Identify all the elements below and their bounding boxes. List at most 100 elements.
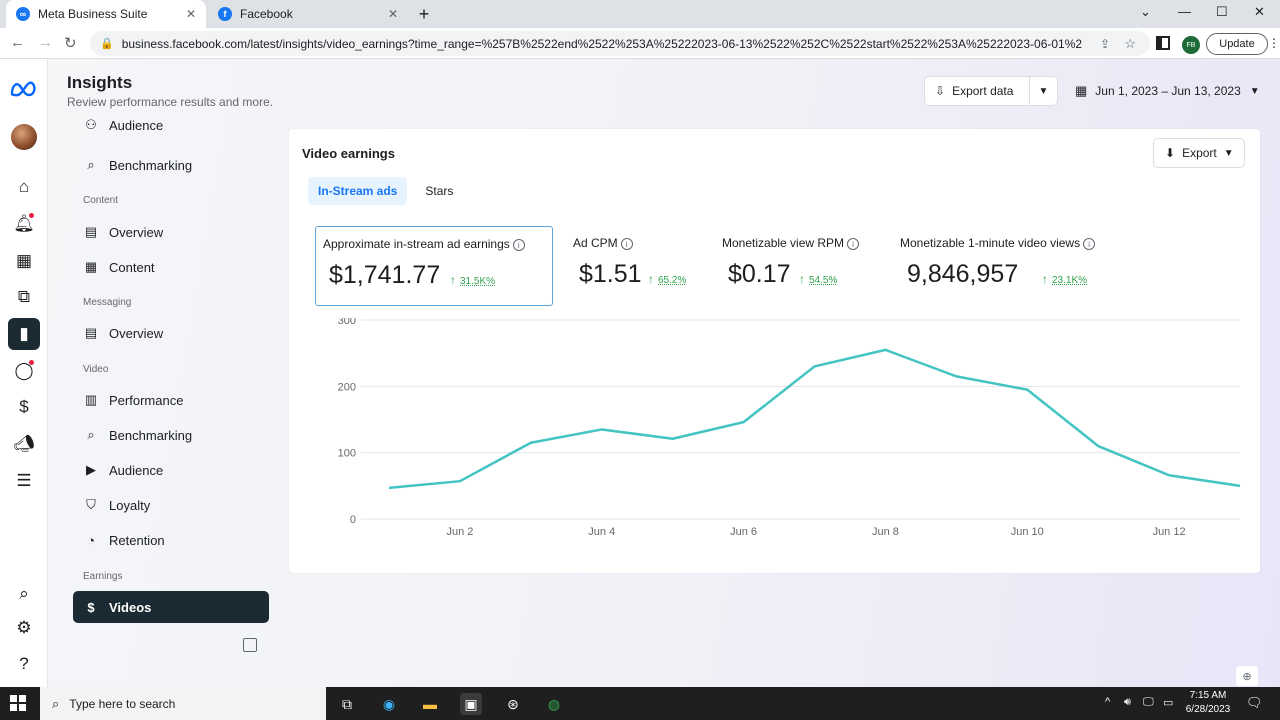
tab-search-icon[interactable]: ⌄ bbox=[1140, 4, 1151, 19]
data-point[interactable] bbox=[596, 423, 608, 435]
browser-tab-meta-business-suite[interactable]: ∞ Meta Business Suite ✕ bbox=[6, 0, 206, 28]
taskbar-clock[interactable]: 7:15 AM 6/28/2023 bbox=[1180, 689, 1236, 717]
close-tab-icon[interactable]: ✕ bbox=[387, 7, 398, 21]
sidebar-item-benchmarking[interactable]: ⌕ Benchmarking bbox=[73, 150, 269, 180]
media-app-icon[interactable]: ⊛ bbox=[507, 695, 519, 712]
help-icon[interactable]: ? bbox=[19, 654, 29, 673]
address-bar[interactable]: 🔒 business.facebook.com/latest/insights/… bbox=[90, 31, 1150, 56]
globe-help-icon[interactable]: ⊕ bbox=[1236, 666, 1258, 686]
lock-icon: 🔒 bbox=[100, 38, 114, 50]
insights-bar-chart-icon[interactable]: ▮ bbox=[8, 318, 40, 350]
forward-icon[interactable]: → bbox=[38, 34, 53, 51]
new-tab-button[interactable]: + bbox=[418, 4, 430, 24]
notifications-bell-icon[interactable]: 🔔︎ bbox=[13, 213, 35, 233]
sidebar-item-video-loyalty[interactable]: ⛉ Loyalty bbox=[73, 490, 269, 520]
info-icon[interactable]: i bbox=[620, 237, 633, 250]
export-data-button[interactable]: ⇩ Export data bbox=[924, 76, 1030, 106]
metric-label: Monetizable 1-minute video views bbox=[900, 236, 1081, 250]
data-point[interactable] bbox=[950, 370, 962, 382]
side-panel-icon[interactable] bbox=[1156, 36, 1170, 50]
taskbar-search[interactable]: ⌕ Type here to search bbox=[40, 687, 326, 720]
x-tick-label: Jun 6 bbox=[730, 526, 757, 538]
data-point[interactable] bbox=[809, 360, 821, 372]
share-icon[interactable]: ⇪ bbox=[1099, 36, 1110, 51]
settings-gear-icon[interactable]: ⚙ bbox=[16, 618, 32, 637]
close-tab-icon[interactable]: ✕ bbox=[185, 7, 196, 21]
data-point[interactable] bbox=[525, 437, 537, 449]
metric-in-stream-earnings[interactable]: Approximate in-stream ad earnings i $1,74… bbox=[315, 226, 553, 306]
data-point[interactable] bbox=[383, 482, 395, 494]
metric-video-views[interactable]: Monetizable 1-minute video views i 9,846,… bbox=[893, 226, 1133, 306]
metric-change: ↑ 54.5% bbox=[799, 272, 838, 286]
browser-menu-icon[interactable]: ⋮ bbox=[1268, 36, 1280, 50]
sidebar-item-video-retention[interactable]: ◔ Retention bbox=[73, 525, 269, 555]
tab-stars[interactable]: Stars bbox=[425, 184, 454, 198]
caret-down-icon: ▼ bbox=[1223, 147, 1234, 159]
sidebar-item-video-performance[interactable]: ▥ Performance bbox=[84, 392, 184, 408]
collapse-sidebar-icon[interactable] bbox=[243, 638, 257, 652]
inbox-chat-icon[interactable]: ◯ bbox=[14, 360, 34, 380]
sidebar-item-earnings-videos[interactable]: $ Videos bbox=[73, 591, 269, 623]
meta-logo-icon[interactable] bbox=[8, 77, 40, 101]
info-icon[interactable]: i bbox=[847, 237, 860, 250]
bookmark-star-icon[interactable]: ☆ bbox=[1124, 35, 1136, 51]
date-range-picker[interactable]: ▦ Jun 1, 2023 – Jun 13, 2023 ▼ bbox=[1075, 83, 1260, 98]
document-app-icon[interactable]: ▣ bbox=[460, 693, 482, 715]
content-icon[interactable]: ⧉ bbox=[17, 287, 31, 306]
battery-icon[interactable]: ▭ bbox=[1163, 697, 1174, 709]
chrome-browser-icon[interactable]: ◍ bbox=[547, 695, 561, 712]
sidebar-item-audience[interactable]: ⚇ Audience bbox=[73, 115, 269, 135]
info-icon[interactable]: i bbox=[512, 238, 525, 251]
search-icon[interactable]: ⌕ bbox=[19, 584, 29, 603]
network-icon[interactable]: 🖵︎ bbox=[1143, 696, 1154, 708]
x-tick-label: Jun 12 bbox=[1153, 526, 1186, 538]
data-point[interactable] bbox=[738, 416, 750, 428]
maximize-icon[interactable]: ☐ bbox=[1216, 4, 1228, 19]
page-avatar[interactable] bbox=[11, 124, 37, 150]
sidebar-item-messaging-overview[interactable]: ▤ Overview bbox=[84, 325, 164, 341]
data-point[interactable] bbox=[667, 433, 679, 445]
reload-icon[interactable]: ↻ bbox=[64, 35, 77, 52]
edge-browser-icon[interactable]: ◉ bbox=[382, 695, 396, 712]
x-tick-label: Jun 10 bbox=[1011, 526, 1044, 538]
data-point[interactable] bbox=[1234, 480, 1246, 492]
browser-tab-facebook[interactable]: f Facebook ✕ bbox=[208, 0, 408, 28]
volume-icon[interactable]: 🔊︎ bbox=[1124, 696, 1131, 708]
window-close-icon[interactable]: ✕ bbox=[1254, 4, 1265, 19]
clock-date: 6/28/2023 bbox=[1185, 704, 1231, 715]
sidebar-item-video-audience[interactable]: ▶ Audience bbox=[73, 455, 269, 485]
info-icon[interactable]: i bbox=[1083, 237, 1096, 250]
global-nav-rail: ⌂ 🔔︎ ▦ ⧉ ▮ ◯ $ 📣︎ ☰ ⌕ ⚙ ? bbox=[0, 59, 48, 687]
sidebar-item-content[interactable]: ▦ Content bbox=[84, 259, 155, 275]
data-point[interactable] bbox=[1092, 440, 1104, 452]
export-tray-icon: ⇩ bbox=[935, 84, 946, 98]
task-view-icon[interactable]: ⧉ bbox=[342, 695, 352, 712]
back-icon[interactable]: ← bbox=[10, 34, 25, 51]
url-text[interactable]: business.facebook.com/latest/insights/vi… bbox=[121, 36, 1082, 51]
home-icon[interactable]: ⌂ bbox=[18, 177, 30, 196]
data-point[interactable] bbox=[1163, 469, 1175, 481]
tray-chevron-icon[interactable]: ^ bbox=[1105, 696, 1111, 708]
metric-ad-cpm[interactable]: Ad CPM i $1.51 ↑ 65.2% bbox=[566, 226, 706, 306]
minimize-icon[interactable]: — bbox=[1178, 4, 1191, 19]
card-export-button[interactable]: ⬇ Export ▼ bbox=[1153, 138, 1245, 168]
windows-start-icon[interactable] bbox=[10, 695, 26, 711]
browser-update-button[interactable]: Update bbox=[1206, 33, 1268, 55]
notification-center-icon[interactable]: 🗨︎ bbox=[1246, 695, 1263, 710]
planner-icon[interactable]: ▦ bbox=[15, 251, 33, 270]
y-tick-label: 100 bbox=[338, 448, 356, 460]
data-point[interactable] bbox=[454, 475, 466, 487]
tab-in-stream-ads[interactable]: In-Stream ads bbox=[308, 177, 408, 205]
export-data-dropdown[interactable]: ▼ bbox=[1029, 76, 1058, 106]
browser-profile-avatar[interactable]: FB bbox=[1182, 36, 1200, 54]
all-tools-menu-icon[interactable]: ☰ bbox=[16, 471, 32, 490]
sidebar-item-content-overview[interactable]: ▤ Overview bbox=[84, 224, 164, 240]
file-explorer-icon[interactable]: ▬ bbox=[423, 696, 437, 712]
data-point[interactable] bbox=[1021, 384, 1033, 396]
data-point[interactable] bbox=[879, 344, 891, 356]
ads-megaphone-icon[interactable]: 📣︎ bbox=[13, 434, 35, 453]
sidebar-item-video-benchmarking[interactable]: ⌕ Benchmarking bbox=[73, 420, 269, 450]
earnings-series-line[interactable] bbox=[388, 348, 1241, 490]
monetization-dollar-icon[interactable]: $ bbox=[19, 397, 29, 416]
metric-view-rpm[interactable]: Monetizable view RPM i $0.17 ↑ 54.5% bbox=[715, 226, 885, 306]
